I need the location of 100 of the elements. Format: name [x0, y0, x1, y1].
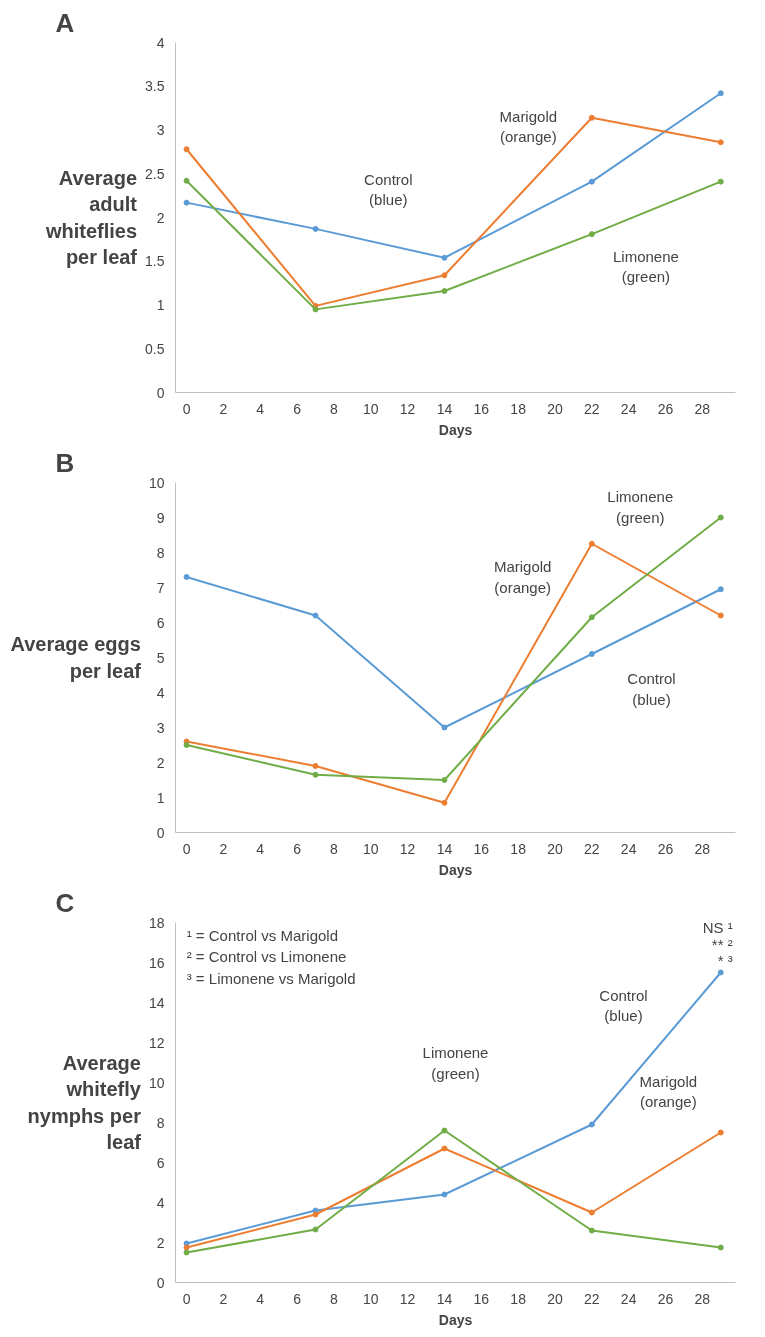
x-tick-label: 18	[510, 400, 527, 417]
x-tick-label: 8	[330, 840, 339, 857]
x-tick-label: 8	[330, 400, 339, 417]
annotation: Control (blue)	[627, 670, 676, 708]
x-tick-label: 14	[436, 400, 453, 417]
x-tick-label: 2	[219, 840, 228, 857]
y-tick-label: 8	[156, 1114, 165, 1131]
point	[312, 1226, 319, 1233]
point	[312, 763, 319, 769]
x-tick-label: 2	[219, 1290, 228, 1307]
y-tick-label: 2	[156, 1234, 165, 1251]
x-tick-label: 26	[657, 400, 674, 417]
point	[183, 146, 190, 153]
point	[441, 777, 448, 783]
y-tick-label: 1	[156, 789, 165, 806]
y-tick-label: 7	[156, 579, 165, 596]
point	[717, 514, 724, 521]
annotation: ² = Control vs Limonene	[186, 948, 347, 966]
x-tick-label: 2	[219, 400, 228, 417]
y-tick-label: 0	[156, 384, 165, 401]
y-tick-label: 2.5	[145, 165, 165, 182]
annotation: Limonene (green)	[607, 488, 674, 526]
point	[588, 178, 595, 185]
y-axis-title: Average eggs per leaf	[10, 633, 142, 682]
x-tick-label: 24	[620, 840, 637, 857]
y-tick-label: 16	[148, 954, 165, 971]
annotation: Control (blue)	[364, 170, 413, 209]
point	[441, 1145, 448, 1152]
chart-title: C	[55, 887, 75, 918]
annotation: Marigold (orange)	[499, 107, 558, 146]
point	[717, 90, 724, 97]
y-tick-label: 10	[148, 474, 165, 491]
point	[183, 574, 190, 580]
x-tick-label: 28	[694, 400, 711, 417]
y-tick-label: 1.5	[145, 253, 165, 270]
x-tick-label: 16	[473, 840, 490, 857]
annotation: Limonene (green)	[612, 247, 679, 286]
y-tick-label: 2	[156, 209, 165, 226]
y-tick-label: 4	[156, 684, 165, 701]
x-tick-label: 16	[473, 1290, 490, 1307]
y-tick-label: 3	[156, 719, 165, 736]
y-tick-label: 0	[156, 1274, 165, 1291]
x-tick-label: 26	[657, 1290, 674, 1307]
point	[717, 1244, 724, 1251]
y-tick-label: 1	[156, 297, 165, 313]
x-tick-label: 22	[584, 840, 600, 857]
y-tick-label: 18	[148, 914, 165, 931]
x-tick-label: 18	[510, 840, 527, 857]
point	[717, 969, 724, 976]
x-tick-label: 6	[293, 400, 302, 417]
x-tick-label: 0	[182, 840, 191, 857]
x-tick-label: 14	[436, 840, 453, 857]
x-tick-label: 4	[256, 840, 265, 857]
point	[588, 651, 595, 657]
point	[183, 177, 190, 184]
point	[312, 771, 319, 778]
point	[441, 1191, 448, 1198]
point	[588, 614, 595, 621]
point	[441, 272, 448, 279]
point	[183, 199, 190, 206]
y-tick-label: 4	[156, 34, 165, 51]
y-tick-label: 2	[156, 754, 165, 771]
x-tick-label: 0	[182, 400, 191, 417]
x-tick-label: 12	[399, 400, 416, 417]
x-tick-label: 0	[182, 1290, 191, 1307]
point	[717, 139, 724, 146]
point	[183, 1244, 190, 1251]
y-tick-label: 10	[148, 1074, 165, 1091]
x-tick-label: 26	[657, 840, 674, 857]
x-tick-label: 6	[293, 1290, 302, 1307]
x-axis-title: Days	[438, 1311, 473, 1328]
point	[717, 1129, 724, 1136]
point	[588, 1121, 595, 1128]
x-tick-label: 22	[584, 1290, 600, 1307]
point	[588, 1209, 595, 1216]
x-tick-label: 4	[256, 400, 265, 417]
annotation: ³ = Limonene vs Marigold	[186, 969, 356, 987]
x-tick-label: 20	[547, 840, 563, 857]
x-axis-title: Days	[438, 861, 473, 878]
chart-title: B	[55, 447, 75, 478]
y-tick-label: 6	[156, 1154, 165, 1171]
point	[312, 225, 319, 232]
x-tick-label: 28	[694, 840, 711, 857]
point	[441, 1127, 448, 1134]
point	[183, 1249, 190, 1256]
y-tick-label: 9	[156, 509, 165, 526]
annotation: Limonene (green)	[422, 1044, 489, 1082]
x-tick-label: 24	[620, 1290, 637, 1307]
point	[441, 799, 448, 806]
point	[441, 724, 448, 731]
annotation: ¹ = Control vs Marigold	[186, 926, 339, 944]
point	[588, 114, 595, 121]
x-tick-label: 24	[620, 400, 637, 417]
y-tick-label: 3	[156, 122, 165, 138]
x-axis-title: Days	[438, 421, 473, 438]
point	[312, 1211, 319, 1218]
x-tick-label: 22	[584, 400, 600, 417]
x-tick-label: 10	[362, 1290, 379, 1307]
annotation: Marigold (orange)	[493, 558, 552, 596]
x-tick-label: 12	[399, 840, 416, 857]
